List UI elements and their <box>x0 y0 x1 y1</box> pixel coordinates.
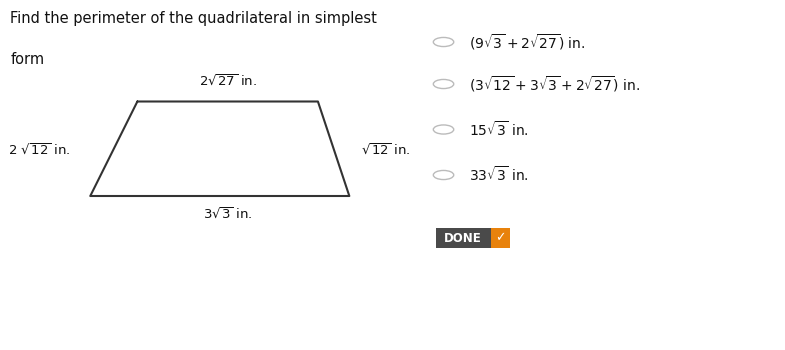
Text: Find the perimeter of the quadrilateral in simplest: Find the perimeter of the quadrilateral … <box>10 10 377 26</box>
Text: $33\sqrt{3}$ in.: $33\sqrt{3}$ in. <box>469 166 529 184</box>
Text: $(3\sqrt{12}+3\sqrt{3}+2\sqrt{27})$ in.: $(3\sqrt{12}+3\sqrt{3}+2\sqrt{27})$ in. <box>469 74 641 94</box>
Text: DONE: DONE <box>444 231 482 245</box>
Text: $3\sqrt{3}$ in.: $3\sqrt{3}$ in. <box>203 206 253 222</box>
Text: $2\sqrt{27}$ in.: $2\sqrt{27}$ in. <box>199 74 257 89</box>
Text: form: form <box>10 52 44 68</box>
FancyBboxPatch shape <box>491 229 510 248</box>
Text: $15\sqrt{3}$ in.: $15\sqrt{3}$ in. <box>469 120 529 139</box>
Text: $(9\sqrt{3}+2\sqrt{27})$ in.: $(9\sqrt{3}+2\sqrt{27})$ in. <box>469 32 586 52</box>
Text: $2\ \sqrt{12}$ in.: $2\ \sqrt{12}$ in. <box>9 143 71 158</box>
FancyBboxPatch shape <box>436 229 510 248</box>
Text: $\sqrt{12}$ in.: $\sqrt{12}$ in. <box>361 143 411 158</box>
Text: ✓: ✓ <box>495 231 506 245</box>
